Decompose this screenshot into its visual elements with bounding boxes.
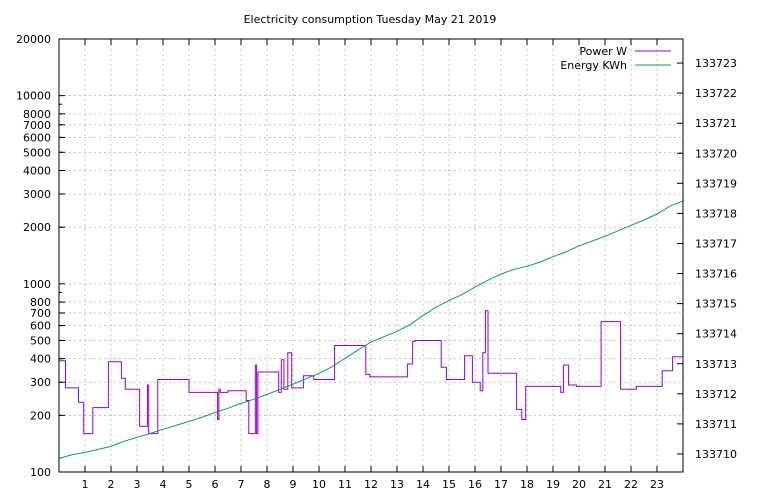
x-tick-label: 11 [338, 478, 352, 491]
y-right-tick-label: 133715 [695, 298, 737, 311]
legend-label-energy: Energy KWh [560, 59, 627, 72]
x-tick-label: 22 [624, 478, 638, 491]
x-tick-label: 14 [416, 478, 430, 491]
y-right-tick-label: 133714 [695, 328, 737, 341]
x-tick-label: 23 [650, 478, 664, 491]
x-tick-label: 6 [212, 478, 219, 491]
series-layer [58, 200, 684, 459]
y-left-tick-label: 1000 [23, 278, 51, 291]
y-left-tick-label: 7000 [23, 119, 51, 132]
y-left-tick-label: 8000 [23, 108, 51, 121]
x-tick-label: 1 [82, 478, 89, 491]
y-left-tick-label: 3000 [23, 188, 51, 201]
y-left-tick-label: 500 [30, 334, 51, 347]
axes: 1 2 3 4 5 6 7 8 9 10 11 12 13 14 15 16 17 18 19 20 21 22 23100… [16, 33, 737, 491]
y-left-tick-label: 300 [30, 376, 51, 389]
y-left-tick-label: 2000 [23, 221, 51, 234]
x-tick-label: 21 [598, 478, 612, 491]
y-right-tick-label: 133716 [695, 268, 737, 281]
x-tick-label: 3 [134, 478, 141, 491]
x-tick-label: 9 [290, 478, 297, 491]
y-left-tick-label: 700 [30, 307, 51, 320]
x-tick-label: 18 [520, 478, 534, 491]
chart-title: Electricity consumption Tuesday May 21 2… [244, 13, 497, 26]
x-tick-label: 19 [546, 478, 560, 491]
legend-label-power: Power W [579, 45, 627, 58]
y-right-tick-label: 133718 [695, 207, 737, 220]
y-right-tick-label: 133710 [695, 448, 737, 461]
y-left-tick-label: 800 [30, 296, 51, 309]
y-right-tick-label: 133723 [695, 57, 737, 70]
x-tick-label: 5 [186, 478, 193, 491]
y-right-tick-label: 133711 [695, 418, 737, 431]
y-right-tick-label: 133722 [695, 87, 737, 100]
y-right-tick-label: 133717 [695, 237, 737, 250]
legend: Power W Energy KWh [560, 45, 671, 72]
y-right-tick-label: 133713 [695, 358, 737, 371]
series-line-energy [58, 200, 684, 459]
x-tick-label: 4 [160, 478, 167, 491]
y-left-tick-label: 100 [30, 466, 51, 479]
x-tick-label: 17 [494, 478, 508, 491]
x-tick-label: 10 [312, 478, 326, 491]
y-left-tick-label: 4000 [23, 165, 51, 178]
y-left-tick-label: 10000 [16, 90, 51, 103]
y-right-tick-label: 133720 [695, 147, 737, 160]
y-left-tick-label: 6000 [23, 131, 51, 144]
y-left-tick-label: 400 [30, 353, 51, 366]
y-left-tick-label: 600 [30, 320, 51, 333]
x-tick-label: 2 [108, 478, 115, 491]
y-left-tick-label: 5000 [23, 146, 51, 159]
x-tick-label: 8 [264, 478, 271, 491]
x-tick-label: 13 [390, 478, 404, 491]
x-tick-label: 12 [364, 478, 378, 491]
y-right-tick-label: 133712 [695, 388, 737, 401]
y-right-tick-label: 133721 [695, 117, 737, 130]
y-right-tick-label: 133719 [695, 177, 737, 190]
plot-frame [58, 38, 684, 473]
x-tick-label: 15 [442, 478, 456, 491]
grid [59, 39, 683, 472]
x-tick-label: 20 [572, 478, 586, 491]
y-left-tick-label: 20000 [16, 33, 51, 46]
x-tick-label: 16 [468, 478, 482, 491]
y-left-tick-label: 200 [30, 409, 51, 422]
x-tick-label: 7 [238, 478, 245, 491]
